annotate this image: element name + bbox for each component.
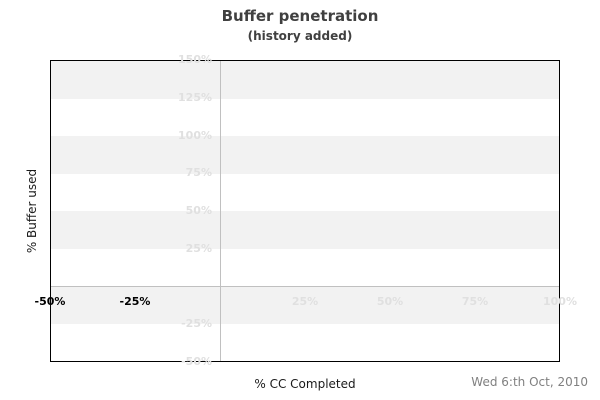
- plot-band: [51, 286, 559, 324]
- plot-band: [51, 174, 559, 212]
- plot-band: [51, 61, 559, 99]
- x-tick-label: -50%: [34, 294, 66, 308]
- zero-line-horizontal: [51, 286, 559, 287]
- plot-area: [50, 60, 560, 362]
- plot-band: [51, 99, 559, 137]
- y-tick-label: 75%: [185, 166, 212, 180]
- y-tick-label: 150%: [178, 53, 212, 66]
- plot-band: [51, 211, 559, 249]
- plot-band: [51, 249, 559, 287]
- y-tick-label: 125%: [178, 90, 212, 104]
- x-tick-label: 50%: [376, 294, 404, 308]
- y-tick-label: 100%: [178, 128, 212, 142]
- plot-band: [51, 324, 559, 362]
- zero-line-vertical: [220, 61, 222, 361]
- chart-title: Buffer penetration: [221, 7, 379, 25]
- x-axis-title: % CC Completed: [254, 377, 356, 391]
- x-tick-label: 75%: [461, 294, 489, 308]
- y-tick-label: 50%: [185, 204, 212, 217]
- x-tick-label: -25%: [119, 294, 151, 308]
- x-tick-label: 100%: [543, 294, 577, 308]
- date-label: Wed 6:th Oct, 2010: [471, 375, 588, 389]
- y-tick-label: -25%: [181, 317, 212, 331]
- chart-subtitle: (history added): [247, 29, 353, 43]
- plot-band: [51, 136, 559, 174]
- x-tick-label: 25%: [291, 294, 319, 308]
- y-tick-label: -50%: [181, 355, 212, 368]
- y-tick-label: 25%: [185, 241, 212, 255]
- y-axis-title: % Buffer used: [25, 168, 39, 254]
